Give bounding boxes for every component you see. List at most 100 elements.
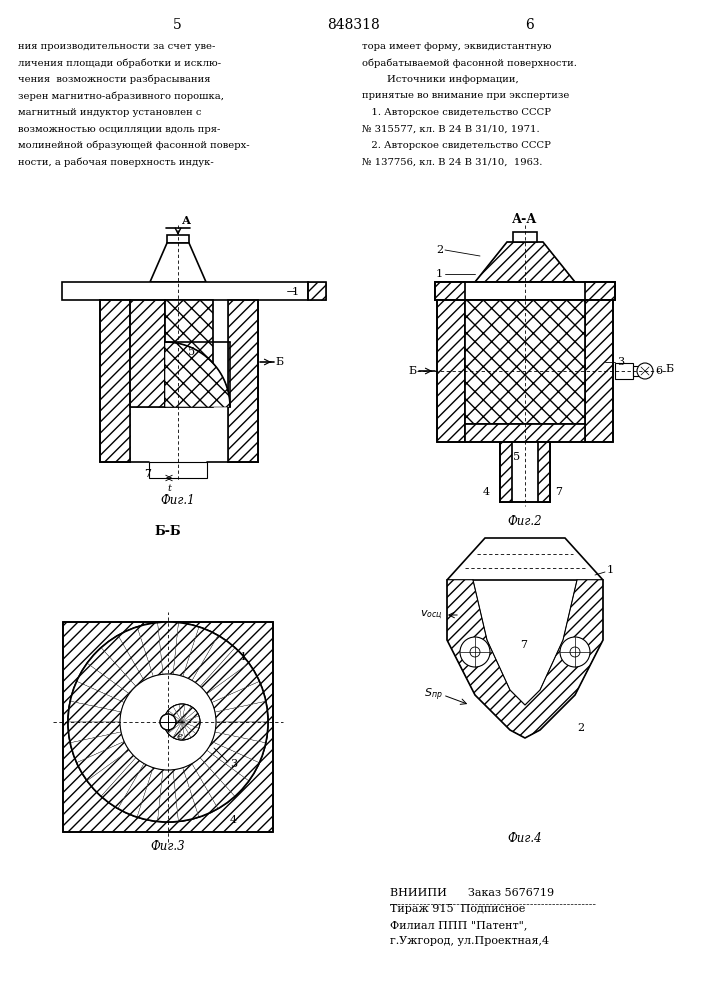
Wedge shape: [137, 768, 163, 821]
Text: t: t: [167, 484, 171, 493]
Wedge shape: [137, 623, 163, 676]
Wedge shape: [182, 706, 196, 722]
Wedge shape: [207, 742, 259, 781]
Wedge shape: [87, 750, 136, 796]
Wedge shape: [76, 663, 129, 702]
Wedge shape: [182, 722, 191, 740]
Wedge shape: [182, 716, 200, 722]
Bar: [585, 282, 615, 300]
Bar: [308, 282, 326, 300]
Circle shape: [637, 363, 653, 379]
Text: магнитный индуктор установлен с: магнитный индуктор установлен с: [18, 108, 201, 117]
Bar: [465, 300, 585, 424]
Wedge shape: [158, 770, 178, 822]
Text: Фиг.4: Фиг.4: [508, 832, 542, 845]
Wedge shape: [165, 710, 182, 722]
Bar: [100, 300, 130, 462]
Text: ности, а рабочая поверхность индук-: ности, а рабочая поверхность индук-: [18, 157, 214, 167]
Wedge shape: [182, 710, 199, 722]
Text: А-А: А-А: [513, 213, 538, 226]
Wedge shape: [158, 622, 178, 674]
Text: № 315577, кл. В 24 В 31/10, 1971.: № 315577, кл. В 24 В 31/10, 1971.: [362, 124, 539, 133]
Wedge shape: [182, 722, 200, 728]
Circle shape: [68, 622, 268, 822]
Circle shape: [120, 674, 216, 770]
Bar: [437, 300, 465, 442]
Wedge shape: [76, 742, 129, 781]
Wedge shape: [164, 716, 182, 722]
Text: Б-Б: Б-Б: [155, 525, 181, 538]
Bar: [465, 300, 585, 424]
Polygon shape: [447, 580, 603, 738]
Bar: [308, 282, 326, 300]
Bar: [167, 235, 189, 243]
Wedge shape: [173, 722, 182, 740]
Text: принятые во внимание при экспертизе: принятые во внимание при экспертизе: [362, 92, 569, 101]
Wedge shape: [215, 701, 268, 722]
Wedge shape: [182, 722, 196, 738]
Text: Филиал ППП "Патент",: Филиал ППП "Патент",: [390, 920, 527, 930]
Text: Б: Б: [665, 364, 673, 374]
Text: $S_{пр}$: $S_{пр}$: [424, 687, 443, 703]
Bar: [465, 424, 585, 442]
Text: 2: 2: [577, 723, 584, 733]
Wedge shape: [200, 750, 249, 796]
Text: 1: 1: [240, 652, 247, 662]
Circle shape: [560, 637, 590, 667]
Bar: [63, 622, 273, 832]
Text: 6: 6: [525, 18, 534, 32]
Text: Тираж 915  Подписное: Тираж 915 Подписное: [390, 904, 525, 914]
Bar: [437, 300, 613, 442]
Text: 2. Авторское свидетельство СССР: 2. Авторское свидетельство СССР: [362, 141, 551, 150]
Text: 1: 1: [607, 565, 614, 575]
Wedge shape: [183, 627, 218, 680]
Bar: [538, 442, 550, 502]
Text: 1. Авторское свидетельство СССР: 1. Авторское свидетельство СССР: [362, 108, 551, 117]
Text: Фиг.3: Фиг.3: [151, 840, 185, 853]
Wedge shape: [173, 623, 199, 676]
Wedge shape: [173, 704, 182, 722]
Text: обрабатываемой фасонной поверхности.: обрабатываемой фасонной поверхности.: [362, 58, 577, 68]
Wedge shape: [192, 635, 235, 686]
Text: 4: 4: [483, 487, 490, 497]
Bar: [165, 300, 213, 407]
Text: ния производительности за счет уве-: ния производительности за счет уве-: [18, 42, 216, 51]
Text: 1: 1: [292, 287, 299, 297]
Text: чения  возможности разбрасывания: чения возможности разбрасывания: [18, 75, 211, 85]
Wedge shape: [118, 764, 153, 817]
Wedge shape: [212, 732, 266, 763]
Wedge shape: [168, 706, 182, 722]
Wedge shape: [68, 701, 121, 722]
Bar: [63, 622, 273, 832]
Text: $v_{осц}$: $v_{осц}$: [421, 609, 443, 621]
Wedge shape: [168, 722, 182, 738]
Text: 5: 5: [513, 452, 520, 462]
Bar: [435, 282, 465, 300]
Text: № 137756, кл. В 24 В 31/10,  1963.: № 137756, кл. В 24 В 31/10, 1963.: [362, 157, 542, 166]
Bar: [633, 366, 641, 376]
Wedge shape: [101, 758, 144, 809]
Text: зерен магнитно-абразивного порошка,: зерен магнитно-абразивного порошка,: [18, 92, 224, 101]
Polygon shape: [475, 242, 575, 282]
Text: г.Ужгород, ул.Проектная,4: г.Ужгород, ул.Проектная,4: [390, 936, 549, 946]
Circle shape: [160, 714, 176, 730]
Text: Фиг.2: Фиг.2: [508, 515, 542, 528]
Polygon shape: [165, 342, 230, 407]
Wedge shape: [70, 681, 124, 712]
Bar: [500, 442, 550, 502]
Text: Источники информации,: Источники информации,: [362, 75, 519, 84]
Bar: [465, 424, 585, 442]
Text: А: А: [182, 215, 191, 226]
Circle shape: [164, 704, 200, 740]
Text: 3: 3: [230, 759, 237, 769]
Wedge shape: [215, 722, 268, 743]
Bar: [437, 300, 465, 442]
Wedge shape: [70, 732, 124, 763]
Wedge shape: [68, 722, 121, 743]
Text: Б: Б: [409, 366, 417, 376]
Text: 7: 7: [555, 487, 562, 497]
Text: 3: 3: [617, 357, 624, 367]
Text: 5: 5: [188, 347, 195, 357]
Bar: [500, 442, 512, 502]
Bar: [149, 462, 207, 478]
